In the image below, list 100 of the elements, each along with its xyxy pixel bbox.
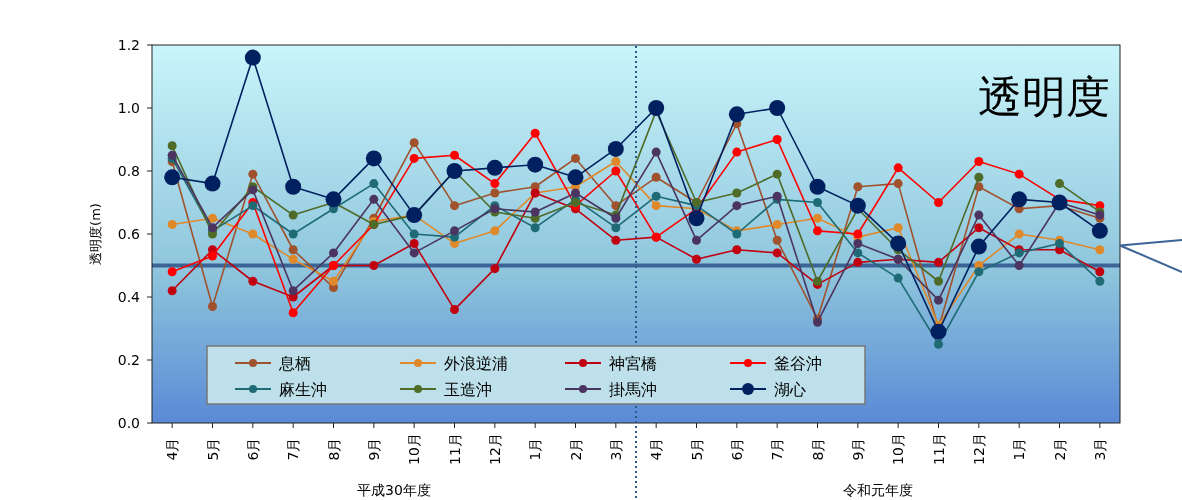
x-tick-label: 10月	[406, 433, 423, 465]
point	[853, 182, 863, 192]
x-tick-label: 1月	[1011, 437, 1028, 461]
legend-label: 神宮橋	[609, 354, 657, 373]
point	[772, 248, 782, 258]
point	[688, 210, 705, 227]
x-tick-label: 7月	[285, 437, 302, 461]
point	[853, 238, 863, 248]
point	[1095, 267, 1105, 277]
point	[1055, 179, 1064, 189]
point	[732, 245, 742, 255]
point	[732, 188, 742, 198]
x-tick-label: 11月	[446, 433, 463, 465]
point	[974, 267, 984, 277]
point	[853, 257, 863, 267]
point	[974, 223, 984, 233]
point	[248, 276, 258, 286]
point	[490, 226, 500, 236]
point	[692, 254, 701, 264]
point	[651, 147, 661, 157]
point	[450, 226, 459, 236]
point	[934, 339, 943, 349]
x-tick-label: 6月	[244, 437, 261, 461]
x-tick-label: 8月	[325, 437, 342, 461]
point	[934, 295, 943, 305]
point	[530, 207, 540, 217]
point	[167, 220, 177, 230]
text: 令和元年度	[843, 482, 913, 498]
x-tick-label: 11月	[930, 433, 947, 465]
y-tick-label: 1.2	[117, 37, 140, 53]
point	[167, 267, 177, 277]
x-tick-label: 3月	[607, 437, 624, 461]
point	[893, 223, 903, 233]
legend-label: 湖心	[774, 380, 806, 399]
y-tick-label: 0.6	[117, 226, 141, 242]
x-tick-label: 2月	[1051, 437, 1068, 461]
point	[1014, 229, 1024, 239]
point	[204, 175, 221, 192]
y-tick-label: 1.0	[117, 100, 140, 116]
point	[167, 286, 177, 296]
point	[849, 197, 866, 214]
point	[406, 207, 423, 224]
point	[893, 179, 903, 189]
x-tick-label: 8月	[809, 437, 826, 461]
point	[934, 257, 943, 267]
point	[288, 254, 298, 264]
point	[450, 150, 459, 160]
y-tick-label: 0.0	[117, 415, 140, 431]
point	[369, 194, 379, 204]
point	[486, 159, 503, 176]
point	[369, 179, 379, 189]
point	[409, 229, 419, 239]
x-tick-label: 1月	[527, 437, 544, 461]
x-tick-label: 5月	[204, 437, 221, 461]
point	[813, 198, 822, 207]
y-tick-label: 0.2	[117, 352, 140, 368]
point	[1051, 194, 1068, 211]
point	[648, 100, 665, 116]
x-tick-label: 7月	[769, 437, 786, 461]
point	[490, 179, 500, 189]
point	[692, 235, 701, 245]
point	[329, 248, 338, 258]
point	[611, 166, 621, 176]
point	[450, 201, 459, 211]
legend-label: 掛馬沖	[609, 380, 657, 399]
point	[607, 140, 624, 157]
point	[934, 276, 943, 286]
point	[611, 223, 621, 233]
point	[329, 276, 338, 286]
text: 平成30年度	[357, 482, 431, 498]
point	[446, 163, 463, 179]
point	[611, 235, 621, 245]
point	[809, 178, 826, 195]
point	[530, 223, 540, 233]
point	[930, 323, 947, 340]
point	[769, 100, 786, 116]
point	[409, 248, 419, 258]
point	[288, 210, 298, 220]
x-tick-label: 9月	[849, 437, 866, 461]
point	[248, 169, 258, 179]
point	[651, 191, 661, 201]
x-tick-label: 3月	[1091, 437, 1108, 461]
legend-label: 玉造沖	[444, 380, 492, 399]
legend-label: 麻生沖	[279, 380, 327, 399]
point	[248, 201, 258, 211]
point	[365, 150, 382, 167]
legend-label: 外浪逆浦	[444, 354, 508, 373]
point	[450, 305, 459, 315]
point	[244, 49, 261, 66]
point	[974, 157, 984, 167]
point	[1095, 276, 1105, 286]
point	[813, 226, 822, 236]
point	[490, 188, 500, 198]
point	[571, 198, 580, 207]
point	[772, 220, 782, 230]
point	[772, 169, 782, 179]
point	[893, 163, 903, 173]
point	[325, 191, 342, 208]
point	[527, 156, 544, 173]
point	[409, 238, 419, 248]
